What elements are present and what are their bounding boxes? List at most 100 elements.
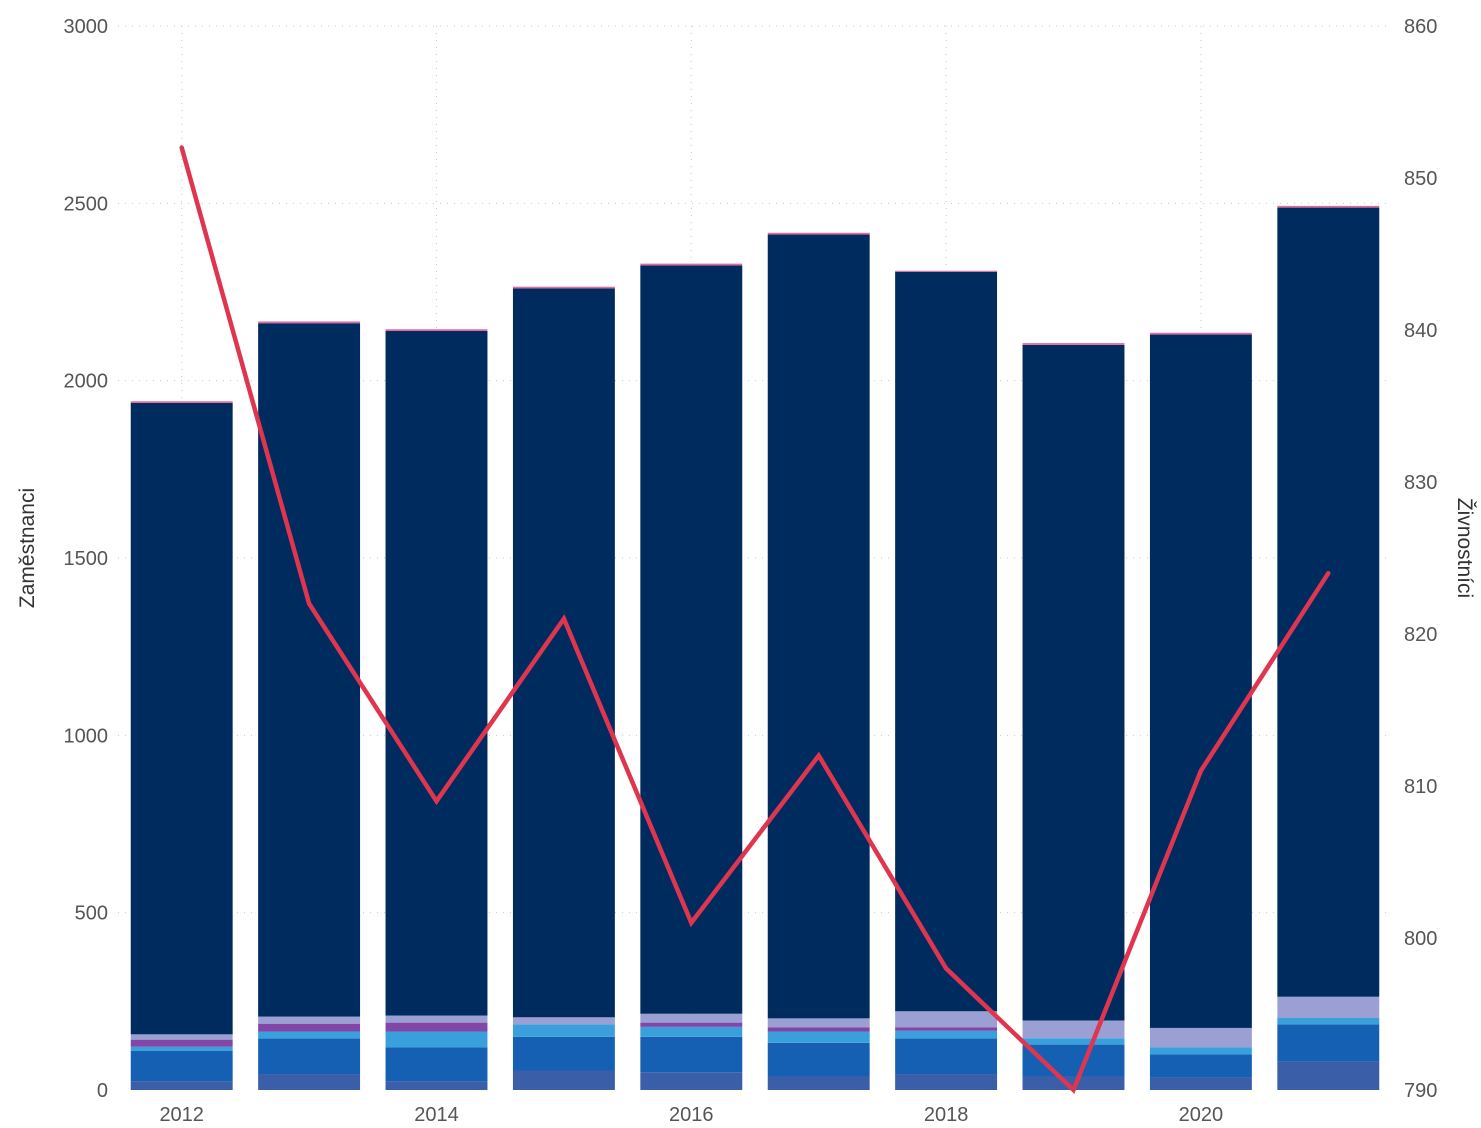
bar-segment-2020-s3 (1149, 1047, 1252, 1055)
bar-segment-2021-s7 (1277, 205, 1380, 208)
bar-segment-2015-s5 (512, 1017, 615, 1025)
bar-segment-2012-s6 (130, 403, 233, 1035)
bar-segment-2016-s2 (640, 1036, 743, 1073)
x-tick-label: 2020 (1179, 1104, 1224, 1126)
bar-segment-2015-s2 (512, 1036, 615, 1071)
bar-segment-2015-s7 (512, 286, 615, 289)
y-tick-label-right: 850 (1404, 168, 1437, 190)
bars (130, 205, 1380, 1090)
bar-segment-2014-s6 (385, 331, 488, 1016)
y-tick-label-left: 2500 (64, 193, 109, 215)
bar-segment-2017-s1 (767, 1076, 870, 1090)
bar-segment-2021-s2 (1277, 1024, 1380, 1062)
bar-segment-2014-s5 (385, 1015, 488, 1023)
bar-segment-2013-s1 (258, 1074, 361, 1090)
y-tick-label-right: 830 (1404, 472, 1437, 494)
bar-segment-2017-s7 (767, 232, 870, 235)
y-tick-label-left: 1500 (64, 548, 109, 570)
bar-segment-2019-s2 (1022, 1044, 1125, 1077)
bar-segment-2012-s4 (130, 1039, 233, 1047)
bar-segment-2013-s6 (258, 323, 361, 1017)
bar-segment-2012-s2 (130, 1050, 233, 1082)
y-tick-label-right: 810 (1404, 776, 1437, 798)
line-point-2016 (690, 922, 692, 924)
bar-segment-2013-s3 (258, 1031, 361, 1039)
line-point-2014 (436, 800, 437, 802)
bar-segment-2015-s6 (512, 288, 615, 1018)
bar-segment-2016-s3 (640, 1026, 743, 1037)
line-point-2021 (1327, 572, 1329, 574)
y-tick-label-left: 1000 (64, 725, 109, 747)
bar-segment-2021-s3 (1277, 1018, 1380, 1025)
bar-segment-2012-s1 (130, 1081, 233, 1090)
bar-segment-2018-s1 (895, 1074, 998, 1090)
bar-segment-2015-s1 (512, 1070, 615, 1090)
bar-segment-2020-s5 (1149, 1027, 1252, 1048)
bar-segment-2016-s7 (640, 263, 743, 266)
bar-segment-2019-s7 (1022, 343, 1125, 345)
bar-segment-2021-s6 (1277, 207, 1380, 997)
bar-segment-2016-s4 (640, 1022, 743, 1027)
y-tick-label-right: 860 (1404, 16, 1437, 38)
line-point-2013 (308, 603, 310, 605)
y-tick-label-left: 3000 (64, 16, 109, 38)
bar-segment-2020-s1 (1149, 1077, 1252, 1090)
bar-segment-2017-s5 (767, 1018, 870, 1028)
bar-segment-2016-s6 (640, 265, 743, 1014)
bar-segment-2017-s4 (767, 1027, 870, 1032)
bar-segment-2012-s7 (130, 401, 233, 404)
line-point-2018 (945, 967, 947, 969)
line-point-2012 (181, 147, 183, 149)
x-tick-label: 2018 (924, 1104, 969, 1126)
bar-segment-2013-s4 (258, 1023, 361, 1032)
bar-segment-2019-s6 (1022, 344, 1125, 1021)
bar-segment-2016-s5 (640, 1013, 743, 1023)
axes: 0 500 1000 1500 2000 2500 3000 790 800 810 820 830 8… (64, 16, 1438, 1126)
bar-segment-2017-s2 (767, 1042, 870, 1077)
bar-segment-2018-s5 (895, 1011, 998, 1028)
x-tick-label: 2012 (159, 1104, 204, 1126)
bar-segment-2014-s3 (385, 1031, 488, 1048)
bar-segment-2013-s2 (258, 1038, 361, 1075)
bar-segment-2013-s7 (258, 321, 361, 324)
bar-segment-2018-s2 (895, 1038, 998, 1075)
y-tick-label-left: 500 (75, 903, 108, 925)
line-point-2019 (1073, 1089, 1074, 1091)
bar-segment-2014-s1 (385, 1081, 488, 1090)
bar-segment-2014-s7 (385, 329, 488, 332)
bar-segment-2021-s1 (1277, 1061, 1380, 1090)
line-series-path (179, 145, 1331, 1094)
y-tick-label-right: 840 (1404, 320, 1437, 342)
bar-segment-2012-s3 (130, 1046, 233, 1051)
bar-segment-2016-s1 (640, 1072, 743, 1090)
bar-segment-2020-s2 (1149, 1054, 1252, 1078)
y-tick-label-right: 790 (1404, 1080, 1437, 1102)
bar-segment-2019-s5 (1022, 1020, 1125, 1039)
y-axis-title-left: Zaměstnanci (16, 488, 39, 608)
y-axis-title-right: Živnostníci (1453, 498, 1476, 598)
bar-segment-2018-s6 (895, 271, 998, 1012)
bar-segment-2015-s3 (512, 1024, 615, 1037)
y-tick-label-left: 2000 (64, 371, 109, 393)
y-tick-label-right: 820 (1404, 624, 1437, 646)
line-point-2015 (563, 618, 565, 620)
line-series (179, 145, 1331, 1094)
bar-segment-2018-s4 (895, 1027, 998, 1031)
bar-segment-2014-s4 (385, 1022, 488, 1032)
x-tick-label: 2014 (414, 1104, 459, 1126)
bar-segment-2021-s5 (1277, 996, 1380, 1019)
bar-segment-2017-s3 (767, 1031, 870, 1043)
bar-segment-2020-s7 (1149, 332, 1252, 335)
bar-segment-2018-s7 (895, 270, 998, 272)
bar-segment-2018-s3 (895, 1030, 998, 1039)
bar-segment-2019-s1 (1022, 1076, 1125, 1090)
bar-segment-2013-s5 (258, 1016, 361, 1024)
line-point-2017 (818, 755, 820, 757)
bar-segment-2020-s6 (1149, 334, 1252, 1028)
line-point-2020 (1200, 770, 1202, 772)
bar-segment-2017-s6 (767, 234, 870, 1019)
bar-segment-2019-s3 (1022, 1038, 1125, 1045)
y-tick-label-left: 0 (97, 1080, 108, 1102)
